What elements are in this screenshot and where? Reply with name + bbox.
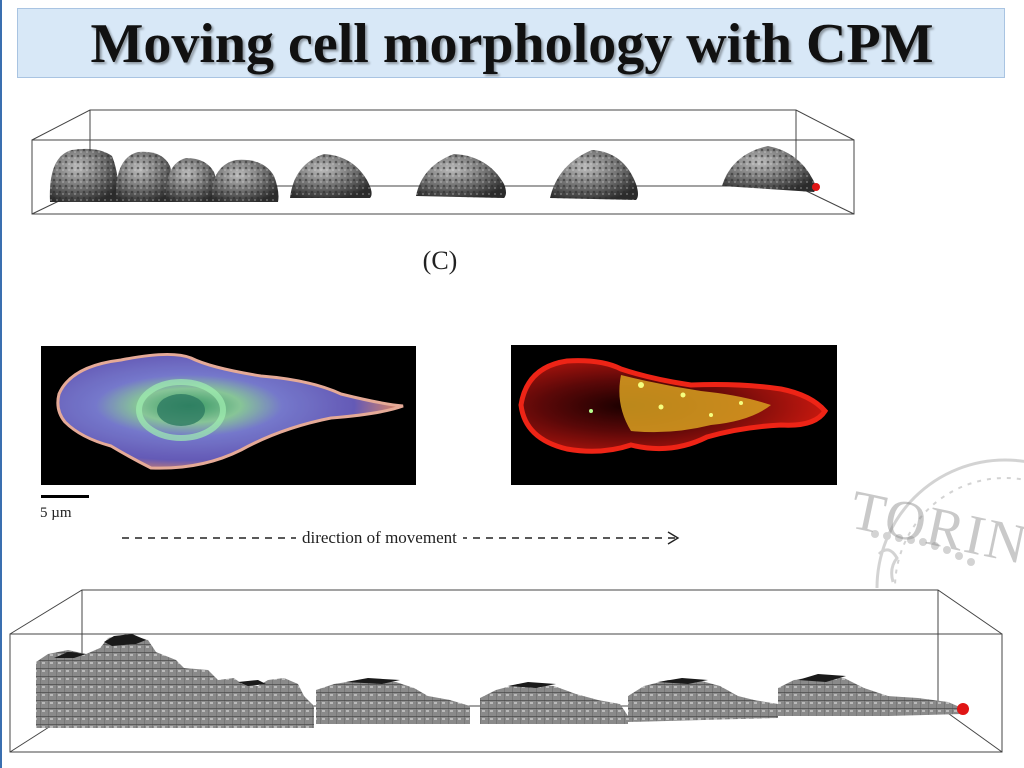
microscopy-image-right [511, 345, 837, 485]
cell-snapshot-5 [722, 146, 816, 192]
simulation-box-top [31, 109, 855, 215]
slide-left-rule [0, 0, 2, 768]
voxel-cell-2 [316, 678, 470, 724]
voxel-cell-3 [480, 682, 628, 724]
slide-title: Moving cell morphology with CPM [90, 13, 934, 75]
cell-snapshot-4 [550, 150, 638, 200]
cell-snapshot-cluster [49, 148, 279, 202]
scale-bar [41, 495, 89, 498]
voxel-cell-cluster [36, 634, 314, 728]
voxel-cell-4 [628, 678, 778, 722]
voxel-cell-5 [778, 674, 962, 716]
simulation-box-bottom [9, 589, 1003, 753]
title-bar: Moving cell morphology with CPM [17, 8, 1005, 78]
leading-edge-marker-bottom [957, 703, 969, 715]
leading-edge-marker [812, 183, 820, 191]
direction-label: direction of movement [296, 528, 463, 548]
cell-snapshot-3 [416, 154, 506, 198]
cell-snapshot-2 [290, 154, 372, 198]
scale-label: 5 µm [40, 505, 72, 521]
panel-label: (C) [422, 246, 458, 275]
university-seal-watermark [871, 458, 1024, 588]
microscopy-image-left [41, 346, 416, 485]
